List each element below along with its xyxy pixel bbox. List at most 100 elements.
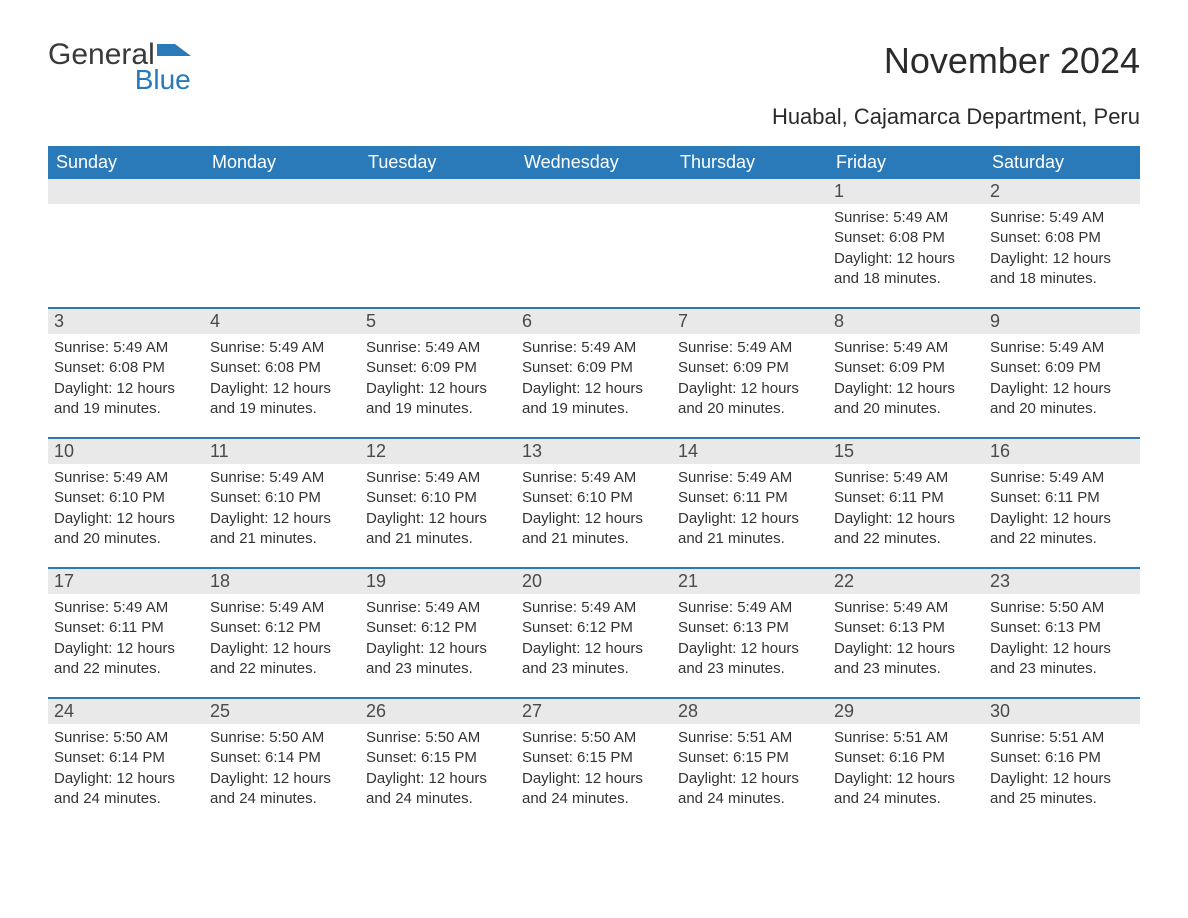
daylight-line: Daylight: 12 hours and 23 minutes.: [678, 639, 818, 680]
daylight-line: Daylight: 12 hours and 23 minutes.: [366, 639, 506, 680]
daylight-label: Daylight:: [678, 510, 736, 527]
daylight-line: Daylight: 12 hours and 20 minutes.: [54, 509, 194, 550]
sunrise-line: Sunrise: 5:49 AM: [834, 598, 978, 618]
sunrise-label: Sunrise:: [678, 469, 733, 486]
daylight-line: Daylight: 12 hours and 18 minutes.: [990, 249, 1130, 290]
sunset-line: Sunset: 6:09 PM: [990, 358, 1134, 378]
day-cell: [204, 179, 360, 307]
daylight-line: Daylight: 12 hours and 24 minutes.: [210, 769, 350, 810]
sunset-value: 6:10 PM: [577, 489, 633, 506]
sunset-label: Sunset:: [834, 749, 885, 766]
sunset-value: 6:16 PM: [889, 749, 945, 766]
day-number: 17: [48, 569, 204, 594]
day-content: Sunrise: 5:49 AMSunset: 6:12 PMDaylight:…: [360, 594, 516, 691]
calendar: SundayMondayTuesdayWednesdayThursdayFrid…: [48, 146, 1140, 827]
sunrise-value: 5:49 AM: [113, 339, 168, 356]
day-number: 9: [984, 309, 1140, 334]
day-content: Sunrise: 5:49 AMSunset: 6:13 PMDaylight:…: [672, 594, 828, 691]
sunrise-label: Sunrise:: [678, 729, 733, 746]
sunset-line: Sunset: 6:09 PM: [678, 358, 822, 378]
sunrise-line: Sunrise: 5:49 AM: [834, 468, 978, 488]
sunrise-line: Sunrise: 5:49 AM: [990, 468, 1134, 488]
daylight-label: Daylight:: [990, 380, 1048, 397]
sunrise-label: Sunrise:: [210, 599, 265, 616]
day-number: [672, 179, 828, 204]
day-cell: 24Sunrise: 5:50 AMSunset: 6:14 PMDayligh…: [48, 699, 204, 827]
sunrise-value: 5:50 AM: [581, 729, 636, 746]
daylight-label: Daylight:: [54, 380, 112, 397]
daylight-line: Daylight: 12 hours and 19 minutes.: [366, 379, 506, 420]
sunrise-value: 5:49 AM: [113, 599, 168, 616]
daylight-line: Daylight: 12 hours and 21 minutes.: [678, 509, 818, 550]
sunrise-label: Sunrise:: [366, 469, 421, 486]
day-cell: 5Sunrise: 5:49 AMSunset: 6:09 PMDaylight…: [360, 309, 516, 437]
day-content: Sunrise: 5:49 AMSunset: 6:08 PMDaylight:…: [48, 334, 204, 431]
day-number: 13: [516, 439, 672, 464]
week-row: 10Sunrise: 5:49 AMSunset: 6:10 PMDayligh…: [48, 437, 1140, 567]
day-content: Sunrise: 5:51 AMSunset: 6:16 PMDaylight:…: [828, 724, 984, 821]
daylight-label: Daylight:: [678, 380, 736, 397]
sunrise-value: 5:49 AM: [581, 599, 636, 616]
daylight-line: Daylight: 12 hours and 21 minutes.: [210, 509, 350, 550]
sunrise-value: 5:51 AM: [893, 729, 948, 746]
daylight-line: Daylight: 12 hours and 24 minutes.: [54, 769, 194, 810]
day-number: 1: [828, 179, 984, 204]
sunset-value: 6:11 PM: [889, 489, 944, 506]
sunrise-line: Sunrise: 5:49 AM: [54, 468, 198, 488]
daylight-label: Daylight:: [54, 640, 112, 657]
day-number: 20: [516, 569, 672, 594]
day-cell: [672, 179, 828, 307]
day-cell: 3Sunrise: 5:49 AMSunset: 6:08 PMDaylight…: [48, 309, 204, 437]
sunrise-line: Sunrise: 5:49 AM: [678, 338, 822, 358]
day-content: Sunrise: 5:49 AMSunset: 6:10 PMDaylight:…: [204, 464, 360, 561]
sunset-value: 6:12 PM: [265, 619, 321, 636]
day-cell: 8Sunrise: 5:49 AMSunset: 6:09 PMDaylight…: [828, 309, 984, 437]
sunrise-line: Sunrise: 5:49 AM: [678, 598, 822, 618]
sunset-label: Sunset:: [834, 489, 885, 506]
day-content: Sunrise: 5:49 AMSunset: 6:09 PMDaylight:…: [360, 334, 516, 431]
day-content: Sunrise: 5:50 AMSunset: 6:13 PMDaylight:…: [984, 594, 1140, 691]
sunrise-line: Sunrise: 5:50 AM: [54, 728, 198, 748]
sunrise-label: Sunrise:: [366, 339, 421, 356]
sunrise-value: 5:49 AM: [893, 469, 948, 486]
sunset-value: 6:14 PM: [109, 749, 165, 766]
daylight-line: Daylight: 12 hours and 20 minutes.: [834, 379, 974, 420]
day-cell: 12Sunrise: 5:49 AMSunset: 6:10 PMDayligh…: [360, 439, 516, 567]
daylight-label: Daylight:: [210, 380, 268, 397]
sunset-value: 6:11 PM: [733, 489, 788, 506]
sunrise-line: Sunrise: 5:49 AM: [366, 598, 510, 618]
day-cell: 28Sunrise: 5:51 AMSunset: 6:15 PMDayligh…: [672, 699, 828, 827]
sunrise-value: 5:49 AM: [269, 599, 324, 616]
sunset-value: 6:08 PM: [889, 229, 945, 246]
day-cell: 13Sunrise: 5:49 AMSunset: 6:10 PMDayligh…: [516, 439, 672, 567]
day-number: 22: [828, 569, 984, 594]
sunrise-value: 5:49 AM: [269, 469, 324, 486]
day-content: Sunrise: 5:51 AMSunset: 6:16 PMDaylight:…: [984, 724, 1140, 821]
day-header: Sunday: [48, 146, 204, 179]
daylight-label: Daylight:: [210, 640, 268, 657]
day-cell: 9Sunrise: 5:49 AMSunset: 6:09 PMDaylight…: [984, 309, 1140, 437]
day-number: 6: [516, 309, 672, 334]
sunset-value: 6:15 PM: [733, 749, 789, 766]
sunrise-label: Sunrise:: [366, 599, 421, 616]
daylight-line: Daylight: 12 hours and 21 minutes.: [366, 509, 506, 550]
sunset-label: Sunset:: [678, 619, 729, 636]
sunrise-value: 5:49 AM: [1049, 339, 1104, 356]
sunrise-label: Sunrise:: [834, 599, 889, 616]
sunset-line: Sunset: 6:13 PM: [834, 618, 978, 638]
sunset-line: Sunset: 6:16 PM: [990, 748, 1134, 768]
day-number: 30: [984, 699, 1140, 724]
sunrise-label: Sunrise:: [834, 729, 889, 746]
sunset-line: Sunset: 6:09 PM: [366, 358, 510, 378]
day-cell: 16Sunrise: 5:49 AMSunset: 6:11 PMDayligh…: [984, 439, 1140, 567]
sunrise-line: Sunrise: 5:49 AM: [210, 468, 354, 488]
day-cell: 20Sunrise: 5:49 AMSunset: 6:12 PMDayligh…: [516, 569, 672, 697]
sunset-label: Sunset:: [210, 489, 261, 506]
logo: General Blue: [48, 40, 191, 94]
day-content: Sunrise: 5:50 AMSunset: 6:15 PMDaylight:…: [360, 724, 516, 821]
daylight-label: Daylight:: [678, 640, 736, 657]
day-cell: 1Sunrise: 5:49 AMSunset: 6:08 PMDaylight…: [828, 179, 984, 307]
sunset-label: Sunset:: [834, 619, 885, 636]
weeks-container: 1Sunrise: 5:49 AMSunset: 6:08 PMDaylight…: [48, 179, 1140, 827]
sunset-line: Sunset: 6:11 PM: [990, 488, 1134, 508]
